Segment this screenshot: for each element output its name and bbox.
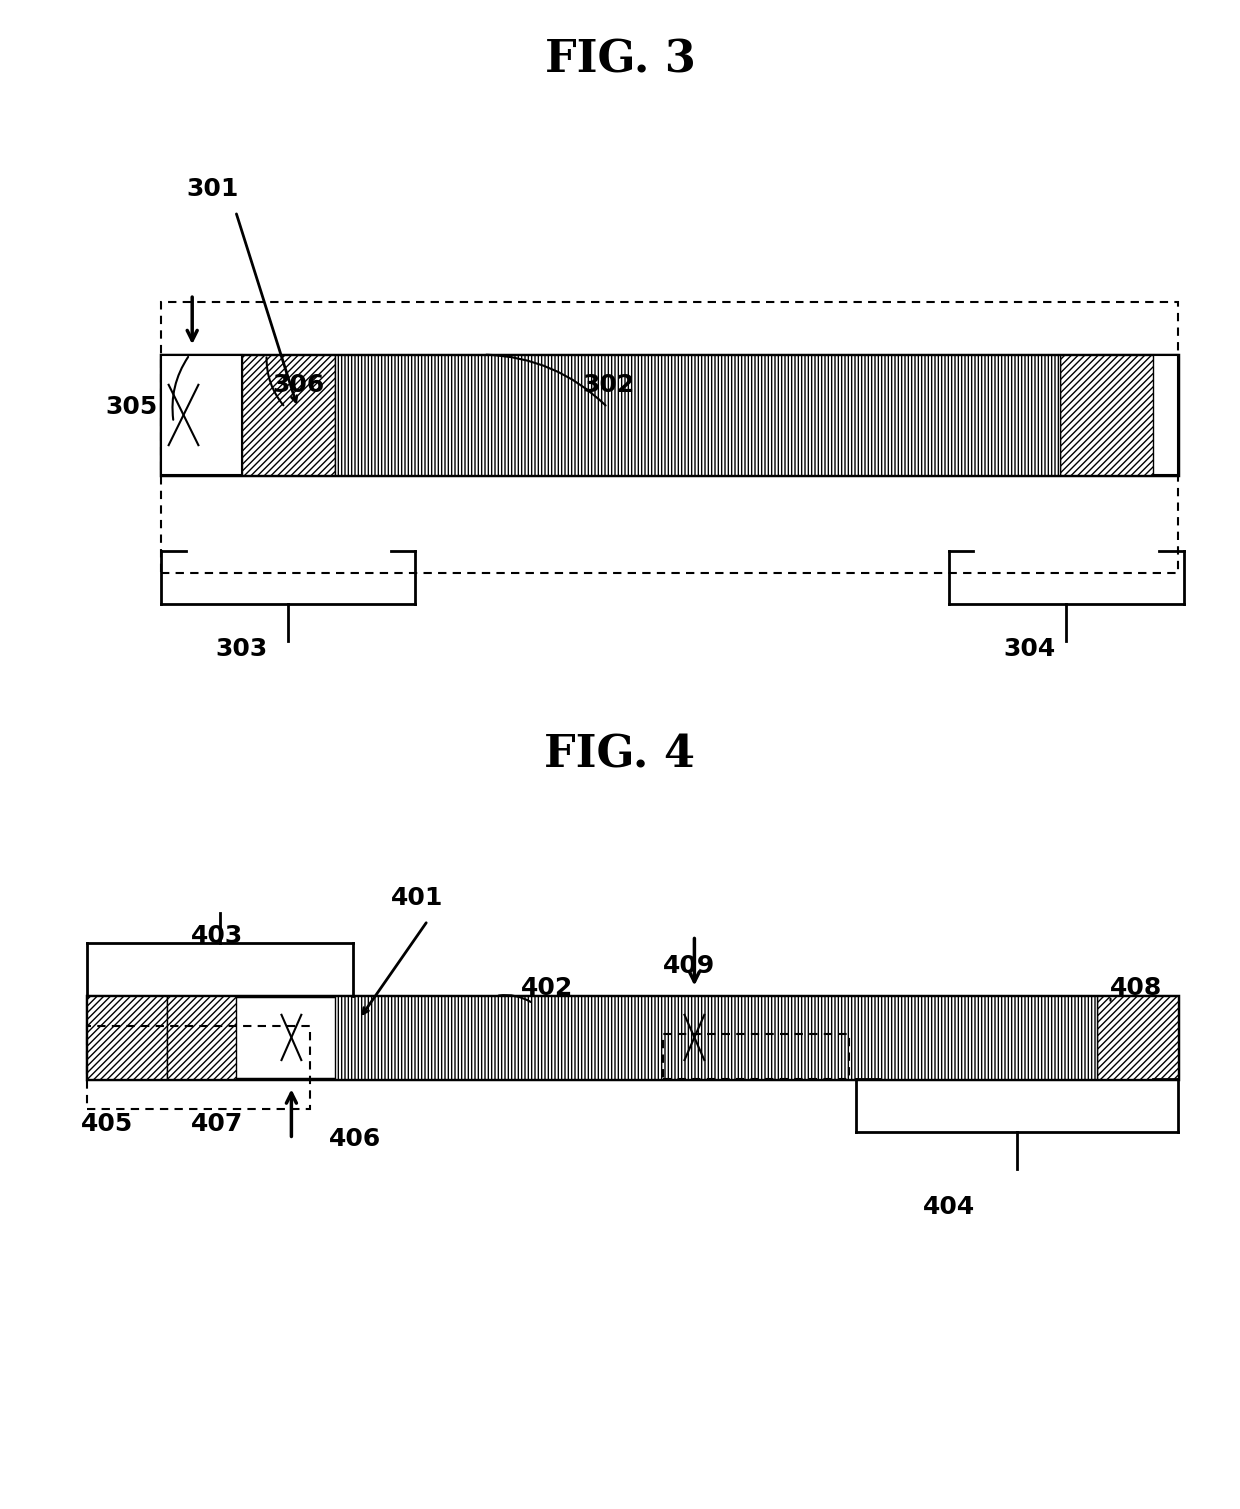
Text: 301: 301 [186, 177, 238, 201]
Bar [87, 996, 167, 1079]
Text: 305: 305 [105, 395, 157, 420]
Bar [87, 996, 1178, 1079]
Bar [1060, 355, 1153, 475]
Bar [663, 1034, 849, 1079]
Text: 304: 304 [1003, 637, 1055, 661]
Text: 401: 401 [391, 886, 443, 910]
Text: 405: 405 [81, 1112, 133, 1136]
Text: FIG. 3: FIG. 3 [544, 39, 696, 81]
Text: 303: 303 [216, 637, 268, 661]
Text: 306: 306 [273, 373, 325, 397]
Bar [1097, 996, 1178, 1079]
Text: 406: 406 [329, 1127, 381, 1151]
Bar [1097, 355, 1178, 475]
Bar [161, 302, 1178, 573]
Text: 408: 408 [1110, 976, 1162, 1000]
Text: 407: 407 [191, 1112, 243, 1136]
Bar [161, 355, 1178, 475]
Bar [335, 996, 1097, 1079]
Text: 403: 403 [191, 924, 243, 948]
Text: 409: 409 [663, 954, 715, 978]
Text: 402: 402 [521, 976, 573, 1000]
Bar [167, 996, 236, 1079]
Text: 404: 404 [923, 1195, 975, 1219]
Bar [242, 355, 335, 475]
Text: FIG. 4: FIG. 4 [544, 733, 696, 776]
Bar [335, 355, 1060, 475]
Bar [161, 355, 242, 475]
Bar [87, 1026, 310, 1109]
Text: 302: 302 [583, 373, 635, 397]
